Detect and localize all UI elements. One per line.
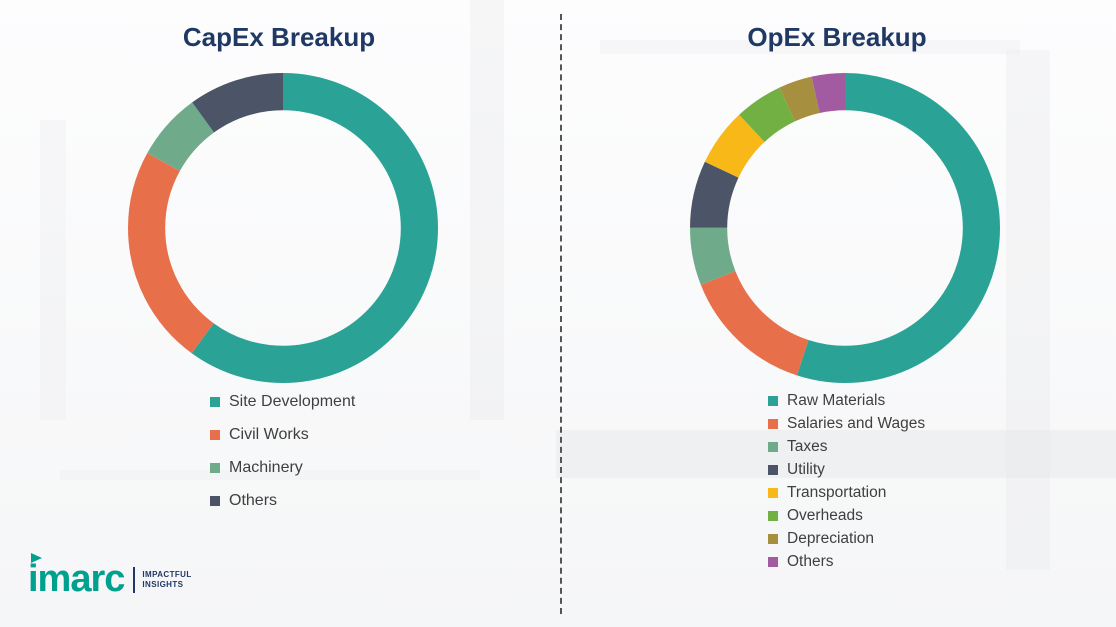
legend-label: Civil Works [229,426,309,443]
legend-label: Overheads [787,507,863,524]
legend-label: Utility [787,461,825,478]
legend-label: Machinery [229,459,303,476]
capex-panel: CapEx Breakup Site Development Civil Work… [128,22,438,524]
legend-item: Depreciation [768,530,925,548]
background-pillar [1006,50,1050,570]
legend-label: Others [229,492,278,509]
donut-segment-civil-works [128,73,438,383]
legend-item: Raw Materials [768,392,925,410]
legend-item: Others [768,553,925,571]
legend-label: Others [787,553,834,570]
legend-item: Salaries and Wages [768,415,925,433]
background-beam [60,470,480,480]
donut-segment-others [690,73,1000,383]
opex-chart-title: OpEx Breakup [747,22,927,52]
legend-item: Overheads [768,507,925,525]
legend-swatch [768,511,778,521]
imarc-tagline: IMPACTFUL INSIGHTS [142,570,191,590]
background-beam [600,40,1020,54]
imarc-logo: imarc IMPACTFUL INSIGHTS [28,553,192,600]
legend-swatch [768,557,778,567]
vertical-dashed-divider [560,14,562,614]
legend-item: Transportation [768,484,925,502]
imarc-flag-icon [31,553,42,563]
legend-item: Site Development [210,392,355,412]
imarc-tagline-line2: INSIGHTS [142,580,184,589]
legend-label: Raw Materials [787,392,886,409]
donut-segment-others [128,73,438,383]
legend-label: Site Development [229,393,356,410]
legend-swatch [210,496,220,506]
legend-item: Machinery [210,458,355,478]
legend-swatch [768,442,778,452]
capex-legend: Site Development Civil Works Machinery Othe… [210,392,355,524]
legend-label: Salaries and Wages [787,415,926,432]
legend-swatch [210,430,220,440]
legend-label: Transportation [787,484,887,501]
legend-swatch [210,463,220,473]
opex-donut-chart [690,73,1000,383]
legend-item: Civil Works [210,425,355,445]
legend-swatch [768,465,778,475]
legend-label: Depreciation [787,530,875,547]
imarc-logo-divider [133,567,136,593]
opex-panel: OpEx Breakup Raw Materials Salaries and W… [558,0,1116,627]
donut-segment-taxes [690,73,1000,383]
legend-swatch [768,419,778,429]
background-band [556,430,1116,478]
capex-chart-title: CapEx Breakup [182,22,376,52]
background-pillar [40,120,66,420]
legend-item: Utility [768,461,925,479]
legend-label: Taxes [787,438,828,455]
legend-item: Others [210,491,355,511]
imarc-logo-text: imarc [28,558,125,600]
opex-legend: Raw Materials Salaries and Wages Taxes Util… [768,392,925,576]
legend-swatch [768,534,778,544]
background-pillar [470,0,504,420]
legend-swatch [210,397,220,407]
legend-swatch [768,396,778,406]
legend-swatch [768,488,778,498]
capex-donut-chart [128,73,438,383]
imarc-tagline-line1: IMPACTFUL [142,570,192,579]
legend-item: Taxes [768,438,925,456]
